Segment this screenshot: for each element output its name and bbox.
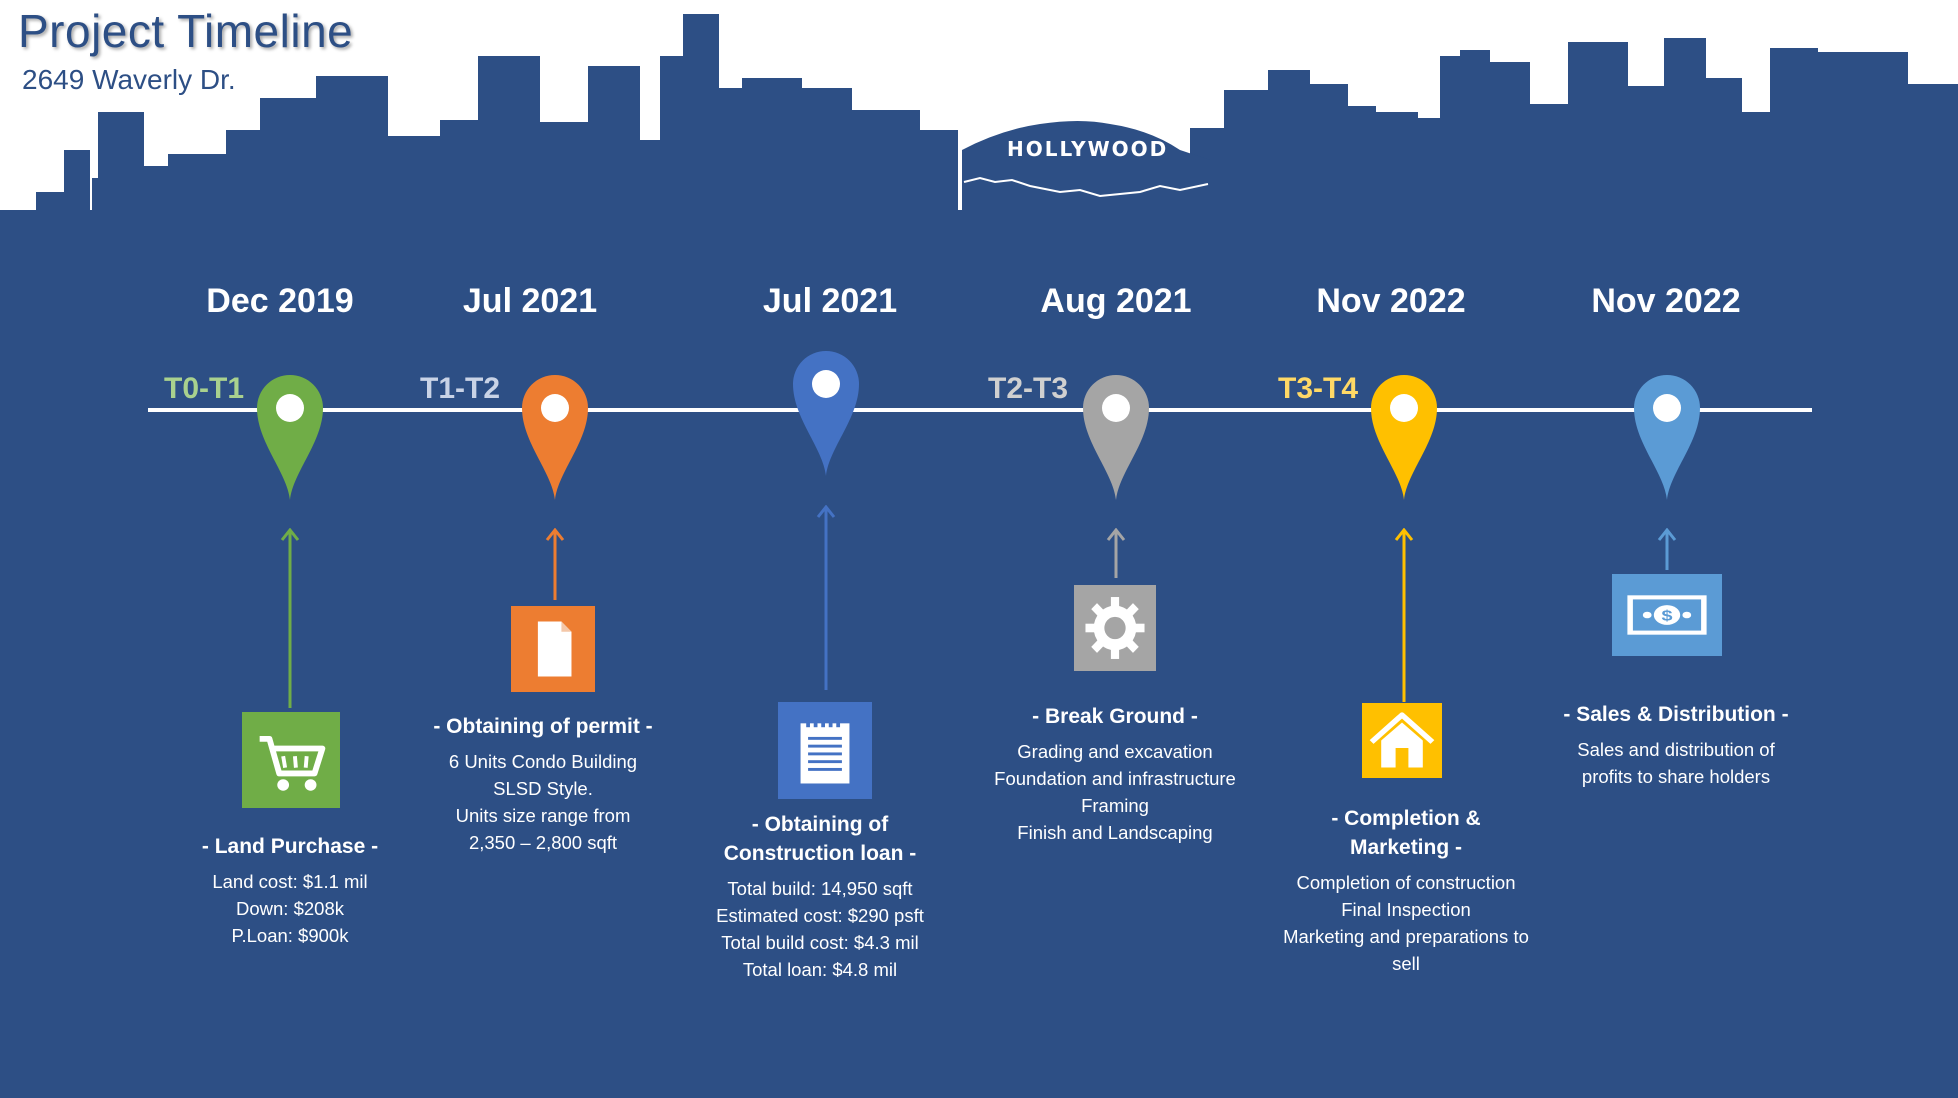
notepad-icon [778, 702, 872, 799]
milestone-detail: Land cost: $1.1 mil [212, 871, 368, 892]
map-pin-icon [791, 348, 861, 476]
connector-arrow [280, 527, 300, 708]
milestone-date: Nov 2022 [1591, 282, 1741, 320]
map-pin-icon [1081, 372, 1151, 500]
milestone-detail: Foundation and infrastructure [994, 768, 1236, 789]
milestone-description: - Obtaining of permit - 6 Units Condo Bui… [378, 712, 708, 856]
shopping-cart-icon [242, 712, 340, 808]
milestone-description: - Sales & Distribution - Sales and distri… [1511, 700, 1841, 790]
document-icon [511, 606, 595, 692]
milestone-heading: - Sales & Distribution - [1563, 703, 1789, 726]
city-skyline-graphic [0, 14, 1958, 260]
milestone-date: Nov 2022 [1316, 282, 1466, 320]
milestone-description: - Land Purchase - Land cost: $1.1 mil Down… [125, 832, 455, 949]
milestone-detail: Grading and excavation [1017, 741, 1213, 762]
milestone-date: Aug 2021 [1040, 282, 1192, 320]
milestone-detail: Units size range from [455, 805, 631, 826]
hollywood-sign-label: HOLLYWOOD [1007, 137, 1169, 161]
milestone-description: - Break Ground - Grading and excavation Fo… [950, 702, 1280, 846]
page-title: Project Timeline [18, 5, 354, 57]
map-pin-icon [1369, 372, 1439, 500]
milestone-heading: - Land Purchase - [201, 835, 379, 858]
milestone-description: - Completion & Marketing - Completion of c… [1241, 804, 1571, 977]
milestone-detail: Total build cost: $4.3 mil [721, 932, 919, 953]
page-subtitle: 2649 Waverly Dr. [22, 64, 236, 95]
milestone-detail: profits to share holders [1581, 766, 1771, 787]
milestone-detail: 2,350 – 2,800 sqft [468, 832, 618, 853]
milestone-date: Dec 2019 [206, 282, 354, 320]
milestone-detail: SLSD Style. [493, 778, 593, 799]
phase-label: T1-T2 [420, 372, 501, 405]
house-icon [1362, 703, 1442, 778]
phase-label: T2-T3 [988, 372, 1069, 405]
milestone-detail: sell [1392, 953, 1420, 974]
svg-text:$: $ [1661, 607, 1672, 624]
milestone-detail: P.Loan: $900k [231, 925, 349, 946]
milestone-detail: Final Inspection [1341, 899, 1471, 920]
milestone-detail: Framing [1081, 795, 1149, 816]
milestone-detail: Total loan: $4.8 mil [742, 959, 898, 980]
milestone-detail: 6 Units Condo Building [448, 751, 638, 772]
milestone-detail: Completion of construction [1296, 872, 1516, 893]
map-pin-icon [255, 372, 325, 500]
phase-label: T0-T1 [164, 372, 245, 405]
connector-arrow [1106, 527, 1126, 578]
connector-arrow [1394, 527, 1414, 702]
gear-icon [1074, 585, 1156, 671]
timeline-axis [148, 408, 1812, 412]
milestone-date: Jul 2021 [762, 282, 898, 320]
milestone-detail: Down: $208k [236, 898, 344, 919]
phase-label: T3-T4 [1278, 372, 1359, 405]
connector-arrow [545, 527, 565, 600]
milestone-detail: Finish and Landscaping [1017, 822, 1213, 843]
milestone-detail: Sales and distribution of [1577, 739, 1775, 760]
connector-arrow [1657, 527, 1677, 570]
connector-arrow [816, 504, 836, 690]
milestone-heading: Construction loan - [723, 842, 917, 865]
milestone-date: Jul 2021 [462, 282, 598, 320]
milestone-description: - Obtaining of Construction loan - Total b… [655, 810, 985, 983]
map-pin-icon [520, 372, 590, 500]
money-icon: $ [1612, 574, 1722, 656]
milestone-heading: - Completion & [1331, 807, 1481, 830]
map-pin-icon [1632, 372, 1702, 500]
milestone-detail: Total build: 14,950 sqft [727, 878, 913, 899]
milestone-detail: Marketing and preparations to [1283, 926, 1529, 947]
milestone-heading: Marketing - [1349, 836, 1462, 859]
milestone-heading: - Obtaining of permit - [433, 715, 653, 738]
milestone-detail: Estimated cost: $290 psft [716, 905, 924, 926]
milestone-heading: - Obtaining of [751, 813, 889, 836]
milestone-heading: - Break Ground - [1032, 705, 1198, 728]
